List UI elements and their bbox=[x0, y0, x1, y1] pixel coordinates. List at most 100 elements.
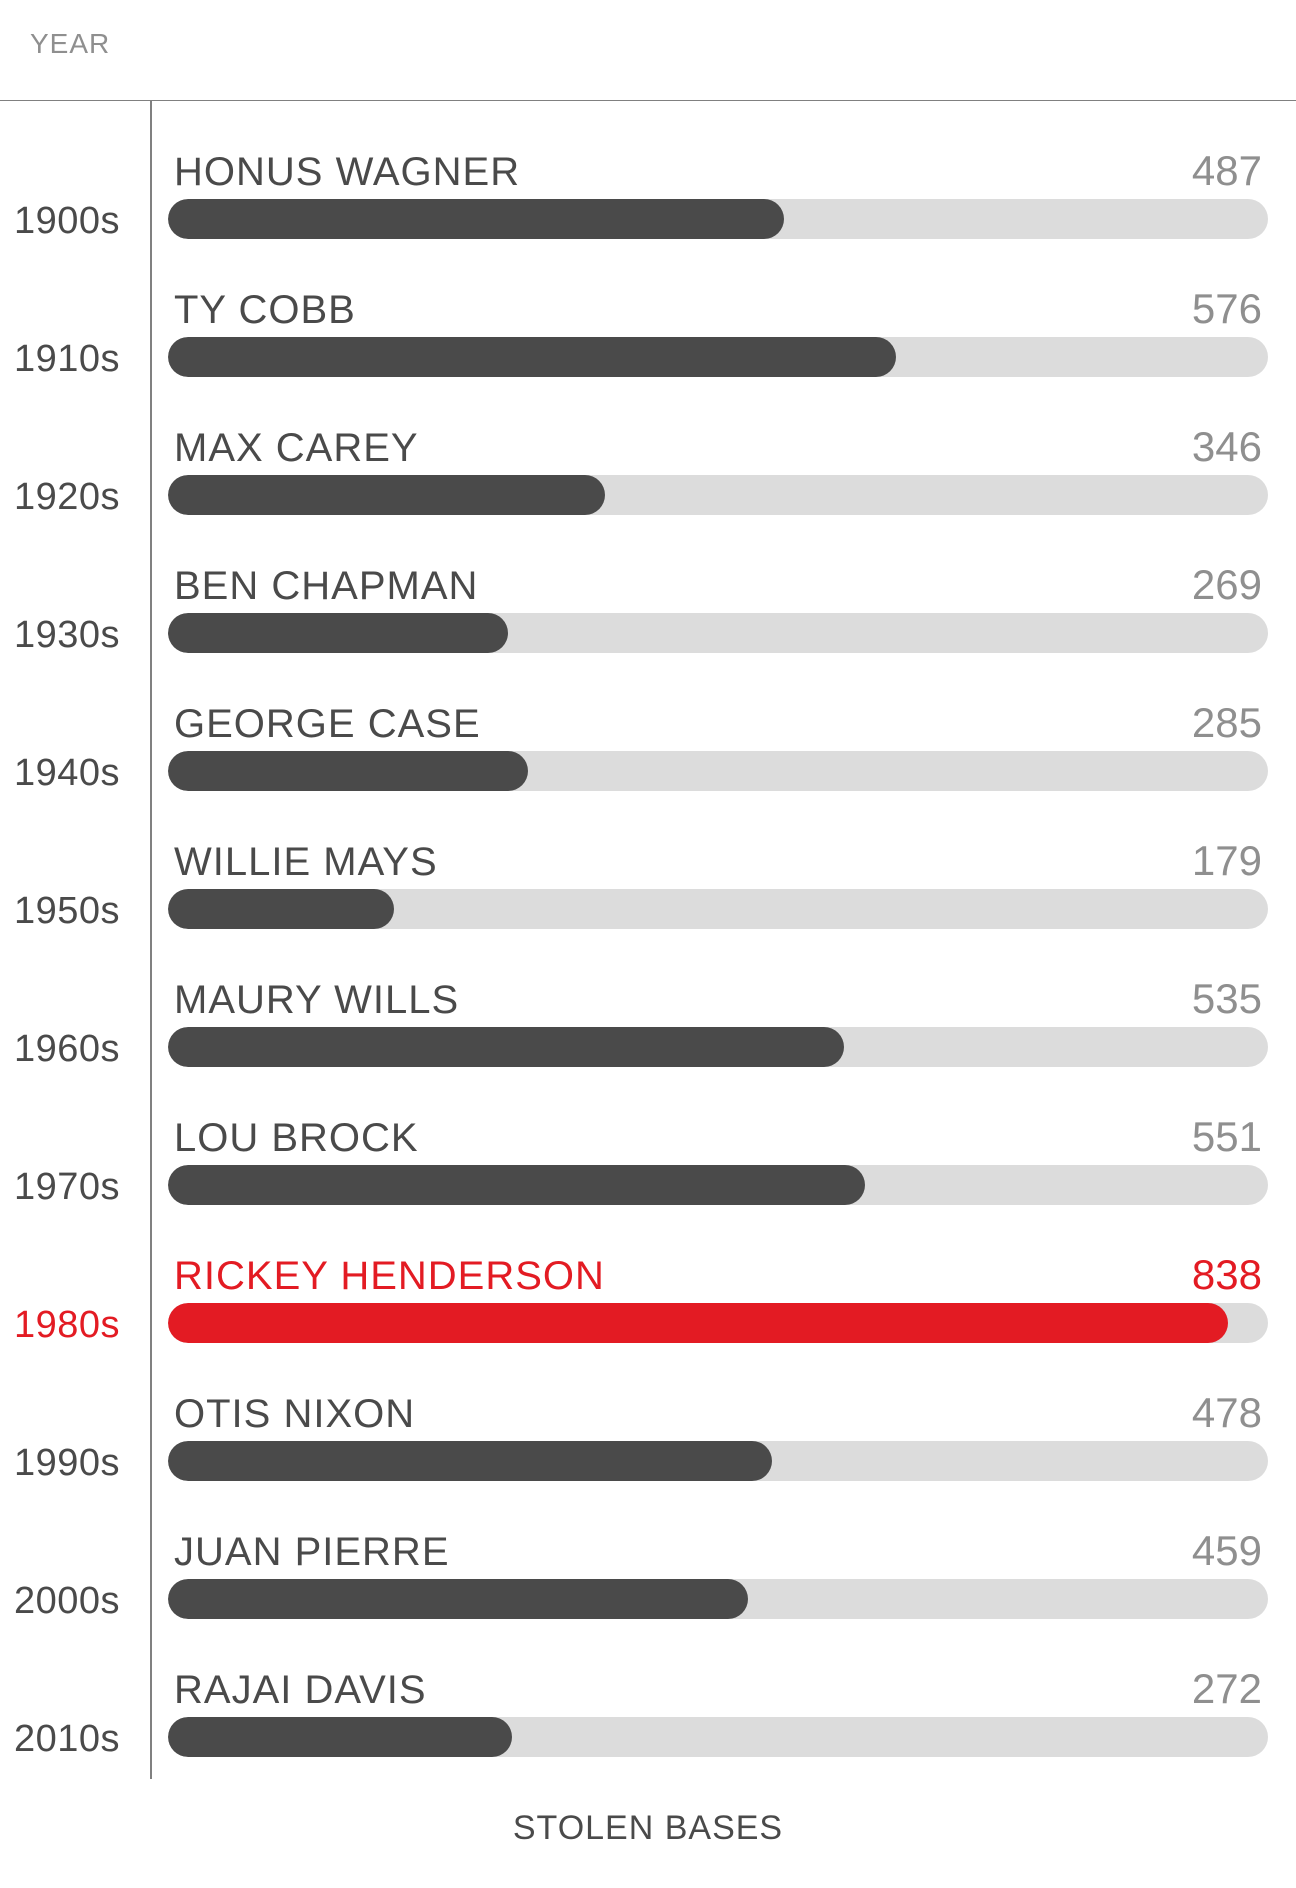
bar-fill bbox=[168, 889, 394, 929]
chart-header: YEAR bbox=[0, 0, 1296, 100]
chart-row: 2010s RAJAI DAVIS 272 bbox=[0, 1629, 1296, 1767]
bar-fill bbox=[168, 1441, 772, 1481]
bar-track bbox=[168, 475, 1268, 515]
bar-labels: WILLIE MAYS 179 bbox=[168, 837, 1268, 889]
bar-labels: BEN CHAPMAN 269 bbox=[168, 561, 1268, 613]
player-name: TY COBB bbox=[174, 288, 356, 333]
bar-area: LOU BROCK 551 bbox=[150, 1113, 1296, 1215]
bar-area: HONUS WAGNER 487 bbox=[150, 147, 1296, 249]
player-value: 487 bbox=[1192, 147, 1262, 195]
player-name: RICKEY HENDERSON bbox=[174, 1254, 605, 1299]
bar-track bbox=[168, 1303, 1268, 1343]
bar-track bbox=[168, 1027, 1268, 1067]
player-value: 179 bbox=[1192, 837, 1262, 885]
bar-area: MAX CAREY346 bbox=[150, 423, 1296, 525]
bar-fill bbox=[168, 475, 605, 515]
decade-label: 1910s bbox=[0, 338, 150, 387]
bar-fill bbox=[168, 751, 528, 791]
bar-area: JUAN PIERRE 459 bbox=[150, 1527, 1296, 1629]
player-name: GEORGE CASE bbox=[174, 702, 481, 747]
chart-row: 1970s LOU BROCK 551 bbox=[0, 1077, 1296, 1215]
bar-labels: JUAN PIERRE 459 bbox=[168, 1527, 1268, 1579]
bar-track bbox=[168, 1717, 1268, 1757]
player-name: BEN CHAPMAN bbox=[174, 564, 478, 609]
chart-row: 1910s TY COBB 576 bbox=[0, 249, 1296, 387]
chart-row: 1930s BEN CHAPMAN 269 bbox=[0, 525, 1296, 663]
bar-labels: RAJAI DAVIS 272 bbox=[168, 1665, 1268, 1717]
player-name: WILLIE MAYS bbox=[174, 840, 438, 885]
chart-rows: 1900s HONUS WAGNER 487 1910s TY COBB 576 1920s… bbox=[0, 101, 1296, 1779]
player-name: JUAN PIERRE bbox=[174, 1530, 450, 1575]
chart-row: 1980s RICKEY HENDERSON838 bbox=[0, 1215, 1296, 1353]
bar-labels: GEORGE CASE 285 bbox=[168, 699, 1268, 751]
bar-fill bbox=[168, 199, 784, 239]
player-name: HONUS WAGNER bbox=[174, 150, 520, 195]
decade-label: 1930s bbox=[0, 614, 150, 663]
bar-fill bbox=[168, 613, 508, 653]
decade-label: 1920s bbox=[0, 476, 150, 525]
bar-track bbox=[168, 889, 1268, 929]
bar-fill bbox=[168, 1717, 512, 1757]
player-name: MAX CAREY bbox=[174, 426, 419, 471]
bar-labels: LOU BROCK 551 bbox=[168, 1113, 1268, 1165]
chart-row: 2000s JUAN PIERRE 459 bbox=[0, 1491, 1296, 1629]
bar-track bbox=[168, 1579, 1268, 1619]
stolen-bases-chart: YEAR 1900s HONUS WAGNER 487 1910s TY COBB 576… bbox=[0, 0, 1296, 1888]
player-value: 576 bbox=[1192, 285, 1262, 333]
chart-row: 1940s GEORGE CASE 285 bbox=[0, 663, 1296, 801]
player-name: RAJAI DAVIS bbox=[174, 1668, 427, 1713]
bar-area: TY COBB 576 bbox=[150, 285, 1296, 387]
bar-labels: OTIS NIXON 478 bbox=[168, 1389, 1268, 1441]
bar-labels: RICKEY HENDERSON838 bbox=[168, 1251, 1268, 1303]
decade-label: 2000s bbox=[0, 1580, 150, 1629]
bar-area: RICKEY HENDERSON838 bbox=[150, 1251, 1296, 1353]
chart-row: 1900s HONUS WAGNER 487 bbox=[0, 111, 1296, 249]
bar-area: RAJAI DAVIS 272 bbox=[150, 1665, 1296, 1767]
bar-fill bbox=[168, 1027, 844, 1067]
player-name: LOU BROCK bbox=[174, 1116, 419, 1161]
decade-label: 1980s bbox=[0, 1304, 150, 1353]
bar-track bbox=[168, 613, 1268, 653]
bar-labels: MAURY WILLS 535 bbox=[168, 975, 1268, 1027]
bar-fill bbox=[168, 1579, 748, 1619]
bar-fill bbox=[168, 337, 896, 377]
player-value: 535 bbox=[1192, 975, 1262, 1023]
bar-track bbox=[168, 1165, 1268, 1205]
decade-label: 1940s bbox=[0, 752, 150, 801]
bar-track bbox=[168, 199, 1268, 239]
bar-labels: HONUS WAGNER 487 bbox=[168, 147, 1268, 199]
player-value: 285 bbox=[1192, 699, 1262, 747]
decade-label: 1990s bbox=[0, 1442, 150, 1491]
chart-row: 1990s OTIS NIXON 478 bbox=[0, 1353, 1296, 1491]
player-value: 272 bbox=[1192, 1665, 1262, 1713]
bar-area: OTIS NIXON 478 bbox=[150, 1389, 1296, 1491]
bar-fill bbox=[168, 1303, 1228, 1343]
decade-label: 1950s bbox=[0, 890, 150, 939]
player-value: 478 bbox=[1192, 1389, 1262, 1437]
bar-track bbox=[168, 337, 1268, 377]
x-axis-label: STOLEN BASES bbox=[0, 1779, 1296, 1888]
bar-area: BEN CHAPMAN 269 bbox=[150, 561, 1296, 663]
bar-track bbox=[168, 1441, 1268, 1481]
player-value: 269 bbox=[1192, 561, 1262, 609]
bar-fill bbox=[168, 1165, 865, 1205]
bar-area: MAURY WILLS 535 bbox=[150, 975, 1296, 1077]
bar-labels: TY COBB 576 bbox=[168, 285, 1268, 337]
player-value: 551 bbox=[1192, 1113, 1262, 1161]
y-axis-label: YEAR bbox=[30, 28, 110, 59]
bar-area: GEORGE CASE 285 bbox=[150, 699, 1296, 801]
bar-labels: MAX CAREY346 bbox=[168, 423, 1268, 475]
decade-label: 2010s bbox=[0, 1718, 150, 1767]
chart-row: 1960s MAURY WILLS 535 bbox=[0, 939, 1296, 1077]
decade-label: 1900s bbox=[0, 200, 150, 249]
decade-label: 1970s bbox=[0, 1166, 150, 1215]
chart-row: 1950s WILLIE MAYS 179 bbox=[0, 801, 1296, 939]
chart-row: 1920s MAX CAREY346 bbox=[0, 387, 1296, 525]
decade-label: 1960s bbox=[0, 1028, 150, 1077]
player-value: 459 bbox=[1192, 1527, 1262, 1575]
bar-track bbox=[168, 751, 1268, 791]
bar-area: WILLIE MAYS 179 bbox=[150, 837, 1296, 939]
player-name: MAURY WILLS bbox=[174, 978, 459, 1023]
y-axis-line bbox=[150, 101, 152, 1779]
player-name: OTIS NIXON bbox=[174, 1392, 415, 1437]
